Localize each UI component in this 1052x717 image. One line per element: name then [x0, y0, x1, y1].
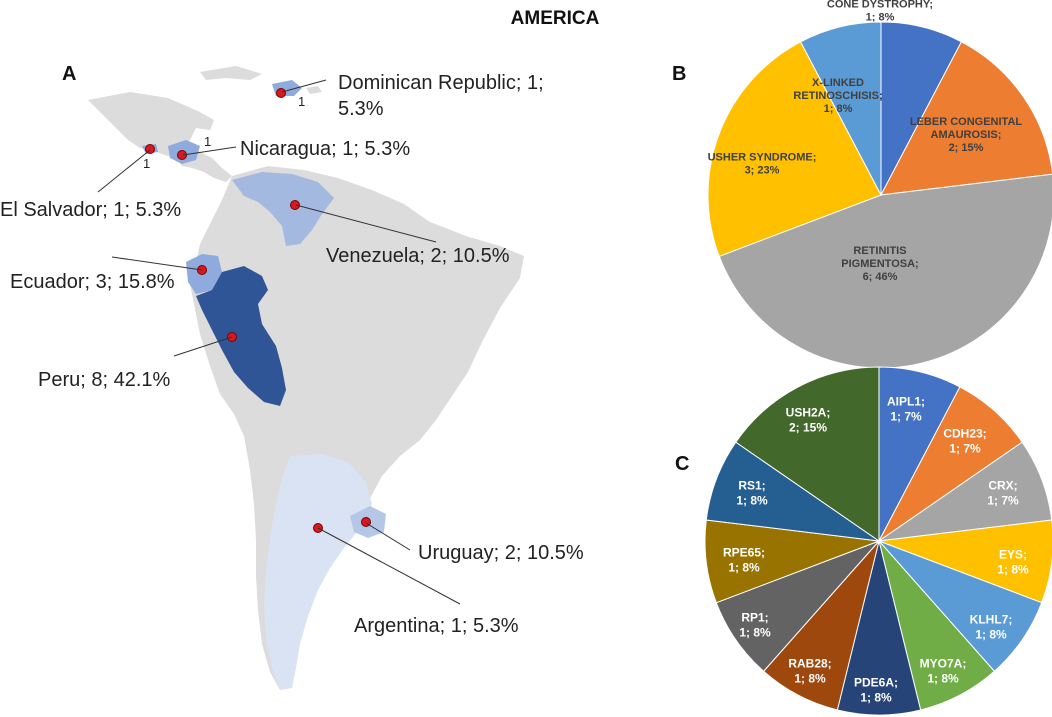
peru-leader [173, 336, 233, 357]
nicaragua-marker [177, 150, 187, 160]
uruguay-label: Uruguay; 2; 10.5% [418, 542, 584, 564]
el-salvador-leader [97, 149, 151, 193]
pie-label-cdh23: CDH23; 1; 7% [943, 427, 986, 456]
ecuador-label: Ecuador; 3; 15.8% [10, 271, 175, 293]
pie-label-cone-dystrophy: CONE DYSTROPHY; 1; 8% [827, 0, 933, 24]
pie-label-leber-congenital-amaurosis: LEBER CONGENITAL AMAUROSIS; 2; 15% [910, 116, 1023, 154]
dominican-republic-marker [276, 88, 286, 98]
peru-label: Peru; 8; 42.1% [38, 369, 171, 391]
nicaragua-leader [182, 146, 237, 156]
pie-slice-x-linked-retinoschisis [799, 21, 882, 196]
pie-label-aipl1: AIPL1; 1; 7% [887, 395, 925, 424]
venezuela-leader [295, 204, 437, 243]
pie-slice-leber-congenital-amaurosis [880, 41, 1052, 196]
panel-c-label: C [675, 453, 689, 475]
pie-chart-c: AIPL1; 1; 7% CDH23; 1; 7%CRX; 1; 7% EYS; 1; 8%… [704, 366, 1052, 716]
argentina-label: Argentina; 1; 5.3% [354, 615, 519, 637]
venezuela-shape [232, 172, 334, 246]
pie-label-eys: EYS; 1; 8% [997, 548, 1029, 577]
pie-label-x-linked-retinoschisis: X-LINKED RETINOSCHISIS; 1; 8% [793, 77, 882, 115]
pie-slice-ush2a [735, 366, 880, 542]
dominican-republic-leader [281, 79, 327, 93]
panel-a-label: A [62, 63, 76, 85]
peru-shape [196, 266, 286, 406]
pie-label-pde6a: PDE6A; 1; 8% [854, 676, 898, 705]
venezuela-marker [290, 200, 300, 210]
pie-slice-retinitis-pigmentosa [718, 173, 1052, 369]
puerto-rico-island [306, 86, 322, 94]
uruguay-leader [365, 522, 411, 551]
venezuela-label: Venezuela; 2; 10.5% [326, 245, 510, 267]
pie-label-rs1: RS1; 1; 8% [736, 479, 768, 508]
ecuador-leader [111, 256, 203, 271]
figure-title: AMERICA [511, 8, 600, 29]
map-panel: A [0, 63, 584, 690]
nicaragua-count: 1 [204, 134, 211, 149]
leader-lines [97, 79, 461, 605]
el-salvador-label: El Salvador; 1; 5.3% [0, 199, 181, 221]
cuba-island [200, 66, 262, 80]
dominican-republic-count: 1 [298, 94, 305, 109]
pie-label-crx: CRX; 1; 7% [987, 479, 1019, 508]
panel-b-label: B [672, 63, 686, 85]
pie-label-usher-syndrome: USHER SYNDROME; 3; 23% [708, 152, 817, 177]
argentina-leader [317, 527, 461, 605]
pie-slice-usher-syndrome [707, 41, 882, 257]
pie-panel-b: B CONE DYSTROPHY; 1; 8% LEBER CONGENITAL AM… [672, 0, 1052, 369]
pie-label-rab28: RAB28; 1; 8% [788, 657, 831, 686]
pie-label-myo7a: MYO7A; 1; 8% [920, 657, 967, 686]
pie-label-ush2a: USH2A; 2; 15% [786, 406, 831, 435]
pie-panel-c: C AIPL1; 1; 7% CDH23; 1; 7%CRX; 1; 7% EYS; 1; … [675, 366, 1052, 716]
argentina-shape [264, 454, 372, 690]
pie-label-rp1: RP1; 1; 8% [739, 611, 771, 640]
dominican-republic-label-line1: Dominican Republic; 1; [338, 72, 544, 94]
pie-chart-b: CONE DYSTROPHY; 1; 8% LEBER CONGENITAL AMAU… [707, 0, 1052, 369]
pie-label-retinitis-pigmentosa: RETINITIS PIGMENTOSA; 6; 46% [841, 245, 918, 283]
el-salvador-count: 1 [143, 156, 150, 171]
nicaragua-label: Nicaragua; 1; 5.3% [240, 138, 410, 160]
dominican-republic-label-line2: 5.3% [338, 98, 384, 120]
pie-label-rpe65: RPE65; 1; 8% [723, 546, 765, 575]
country-markers [145, 88, 371, 533]
pie-label-klhl7: KLHL7; 1; 8% [970, 613, 1013, 642]
